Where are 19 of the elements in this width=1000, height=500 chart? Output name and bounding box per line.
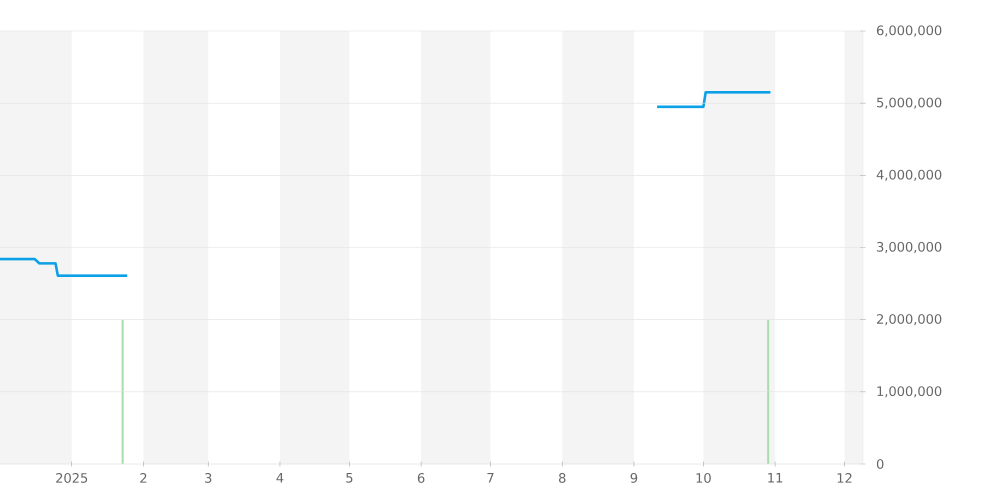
y-tick-label: 6,000,000 — [876, 25, 942, 37]
x-tick-label: 5 — [346, 473, 352, 483]
y-tick-label: 2,000,000 — [877, 314, 942, 326]
x-tick-label: 2025 — [56, 473, 88, 483]
x-tick-label: 2 — [140, 473, 146, 483]
x-tick-label: 8 — [558, 473, 566, 483]
x-tick-label: 6 — [418, 473, 424, 483]
y-tick-label: 5,000,000 — [877, 98, 942, 109]
x-tick-label: 11 — [768, 473, 782, 483]
y-tick-label: 0 — [876, 459, 884, 469]
y-tick-label: 1,000,000 — [877, 386, 942, 398]
x-tick-label: 7 — [487, 473, 494, 483]
x-tick-label: 12 — [838, 473, 852, 483]
y-tick-label: 3,000,000 — [877, 242, 942, 254]
x-tick-label: 4 — [276, 473, 284, 483]
x-tick-label: 3 — [205, 473, 212, 483]
x-tick-label: 9 — [630, 473, 638, 483]
x-tick-label: 10 — [696, 473, 711, 483]
y-tick-label: 4,000,000 — [876, 170, 942, 181]
